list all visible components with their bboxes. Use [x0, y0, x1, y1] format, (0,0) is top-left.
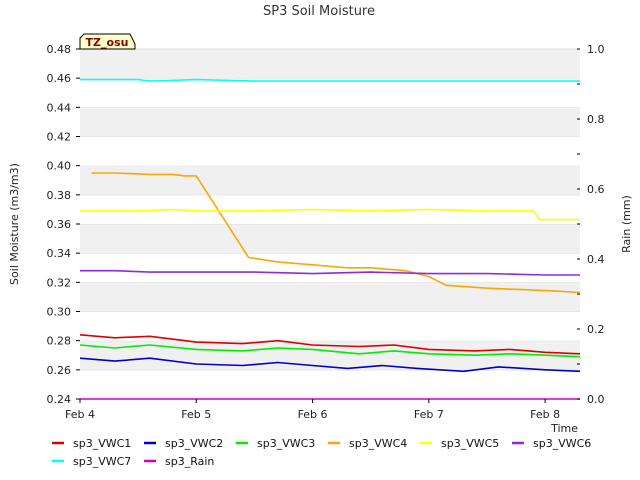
y-tick-label: 0.40	[47, 160, 72, 173]
x-axis-ticks: Feb 4 Feb 5 Feb 6 Feb 7 Feb 8	[65, 399, 560, 421]
x-tick-label: Feb 8	[530, 408, 560, 421]
y-tick-label: 0.36	[47, 218, 72, 231]
legend-label: sp3_VWC4	[349, 437, 407, 450]
legend-label: sp3_VWC2	[165, 437, 223, 450]
legend-label: sp3_VWC1	[73, 437, 131, 450]
series-line-sp3_VWC1	[79, 334, 581, 355]
y-tick-label: 0.24	[47, 393, 72, 406]
grid-band	[80, 253, 580, 283]
series-line-sp3_VWC5	[80, 208, 580, 221]
grid-band	[80, 224, 580, 254]
legend-label: sp3_VWC6	[533, 437, 591, 450]
legend-label: sp3_VWC3	[257, 437, 315, 450]
grid-band	[80, 165, 580, 195]
y-axis-ticks: 0.24 0.26 0.28 0.30 0.32 0.34 0.36 0.38 0.40 0.42…	[47, 43, 80, 406]
y-tick-label: 0.32	[47, 276, 72, 289]
grid-band	[80, 369, 580, 399]
legend-label: sp3_VWC5	[441, 437, 499, 450]
grid-band	[80, 107, 580, 137]
badge-text: TZ_osu	[86, 36, 129, 49]
x-tick-label: Feb 7	[414, 408, 444, 421]
y-tick-label: 0.38	[47, 189, 72, 202]
y-tick-label: 0.42	[47, 131, 72, 144]
y2-tick-label: 1.0	[587, 43, 605, 56]
y-axis-label: Soil Moisture (m3/m3)	[8, 163, 21, 285]
legend-label: sp3_Rain	[165, 455, 214, 468]
y2-tick-label: 0.4	[587, 253, 605, 266]
series-line-sp3_VWC7	[80, 78, 580, 82]
y-tick-label: 0.48	[47, 43, 72, 56]
y2-tick-label: 0.8	[587, 113, 605, 126]
series-line-sp3_VWC3	[79, 344, 581, 358]
y-tick-label: 0.30	[47, 306, 72, 319]
y2-axis-label: Rain (mm)	[620, 195, 633, 253]
y-tick-label: 0.46	[47, 72, 72, 85]
series-line-sp3_VWC6	[80, 269, 580, 276]
grid-bands	[80, 48, 580, 399]
x-tick-label: Feb 5	[181, 408, 211, 421]
grid-band	[80, 311, 580, 341]
grid-band	[80, 282, 580, 312]
series-lines	[79, 78, 581, 400]
legend-label: sp3_VWC7	[73, 455, 131, 468]
y-tick-label: 0.28	[47, 335, 72, 348]
grid-band	[80, 49, 580, 79]
y-tick-label: 0.26	[47, 364, 72, 377]
y2-tick-label: 0.2	[587, 323, 605, 336]
y2-axis-ticks: 0.0 0.2 0.4 0.6 0.8 1.0	[577, 43, 605, 406]
x-tick-label: Feb 4	[65, 408, 95, 421]
grid-band	[80, 136, 580, 166]
legend: sp3_VWC1 sp3_VWC2 sp3_VWC3 sp3_VWC4 sp3_VWC5…	[52, 437, 591, 468]
y2-tick-label: 0.0	[587, 393, 605, 406]
x-axis-label: Time	[550, 422, 578, 435]
chart-title: SP3 Soil Moisture	[263, 4, 375, 19]
site-badge: TZ_osu	[79, 33, 136, 50]
grid-band	[80, 78, 580, 108]
series-line-sp3_VWC2	[79, 357, 581, 373]
series-line-sp3_VWC4	[91, 172, 581, 294]
y-tick-label: 0.34	[47, 247, 72, 260]
y-tick-label: 0.44	[47, 101, 72, 114]
x-tick-label: Feb 6	[298, 408, 328, 421]
y2-tick-label: 0.6	[587, 183, 605, 196]
